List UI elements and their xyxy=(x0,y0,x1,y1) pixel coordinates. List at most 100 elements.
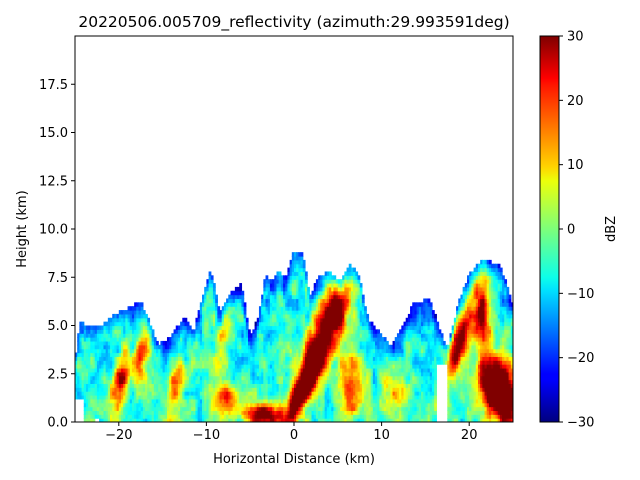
reflectivity-cell xyxy=(296,414,299,419)
reflectivity-cell xyxy=(77,387,80,392)
reflectivity-cell xyxy=(339,348,343,354)
reflectivity-cell xyxy=(92,360,96,365)
reflectivity-cell xyxy=(329,275,332,280)
reflectivity-cell xyxy=(331,371,335,377)
reflectivity-cell xyxy=(219,310,223,315)
reflectivity-cell xyxy=(197,333,201,338)
reflectivity-cell xyxy=(127,364,131,369)
reflectivity-cell xyxy=(396,333,400,338)
reflectivity-cell xyxy=(339,317,343,323)
reflectivity-cell xyxy=(204,333,207,338)
reflectivity-cell xyxy=(245,371,249,377)
reflectivity-cell xyxy=(202,367,205,373)
reflectivity-cell xyxy=(394,398,398,404)
reflectivity-cell xyxy=(311,313,315,319)
reflectivity-cell xyxy=(239,367,243,373)
reflectivity-cell xyxy=(333,371,337,377)
reflectivity-cell xyxy=(145,325,148,330)
reflectivity-cell xyxy=(265,329,269,334)
reflectivity-cell xyxy=(138,325,142,330)
reflectivity-cell xyxy=(368,375,372,381)
reflectivity-cell xyxy=(195,348,199,354)
reflectivity-cell xyxy=(129,333,133,338)
reflectivity-cell xyxy=(138,414,142,419)
reflectivity-cell xyxy=(322,367,326,373)
reflectivity-cell xyxy=(147,414,151,419)
reflectivity-cell xyxy=(294,398,297,404)
reflectivity-cell xyxy=(429,414,433,419)
reflectivity-cell xyxy=(368,367,372,373)
reflectivity-cell xyxy=(232,391,236,396)
reflectivity-cell xyxy=(145,371,148,377)
reflectivity-cell xyxy=(261,352,264,357)
reflectivity-cell xyxy=(243,302,247,307)
reflectivity-cell xyxy=(318,317,321,323)
reflectivity-cell xyxy=(145,394,148,400)
reflectivity-cell xyxy=(131,325,135,330)
reflectivity-cell xyxy=(223,313,227,319)
reflectivity-cell xyxy=(342,340,345,346)
reflectivity-cell xyxy=(250,344,253,350)
reflectivity-cell xyxy=(278,283,282,288)
reflectivity-cell xyxy=(103,414,107,419)
reflectivity-cell xyxy=(283,310,286,315)
reflectivity-cell xyxy=(285,387,289,392)
reflectivity-cell xyxy=(90,387,94,392)
reflectivity-cell xyxy=(199,418,203,422)
reflectivity-cell xyxy=(191,340,194,346)
reflectivity-cell xyxy=(322,375,326,381)
reflectivity-cell xyxy=(296,306,299,311)
reflectivity-cell xyxy=(101,391,105,396)
reflectivity-cell xyxy=(302,329,306,334)
reflectivity-cell xyxy=(283,329,286,334)
reflectivity-cell xyxy=(357,391,361,396)
reflectivity-cell xyxy=(228,394,232,400)
reflectivity-cell xyxy=(377,333,381,338)
reflectivity-cell xyxy=(333,286,337,292)
reflectivity-cell xyxy=(123,340,126,346)
reflectivity-cell xyxy=(355,294,359,300)
reflectivity-cell xyxy=(173,340,177,346)
reflectivity-cell xyxy=(353,286,356,292)
reflectivity-cell xyxy=(434,414,437,419)
reflectivity-cell xyxy=(298,337,302,342)
reflectivity-cell xyxy=(219,398,223,404)
reflectivity-cell xyxy=(357,302,361,307)
reflectivity-cell xyxy=(243,387,247,392)
reflectivity-cell xyxy=(134,402,137,408)
reflectivity-cell xyxy=(153,394,157,400)
reflectivity-cell xyxy=(315,356,319,361)
reflectivity-cell xyxy=(344,344,348,350)
reflectivity-cell xyxy=(390,371,394,377)
reflectivity-cell xyxy=(353,283,356,288)
reflectivity-cell xyxy=(110,340,113,346)
reflectivity-cell xyxy=(245,352,249,357)
reflectivity-cell xyxy=(350,402,354,408)
reflectivity-cell xyxy=(171,383,175,388)
reflectivity-cell xyxy=(226,313,229,319)
reflectivity-cell xyxy=(263,375,267,381)
reflectivity-cell xyxy=(136,321,140,327)
reflectivity-cell xyxy=(237,302,240,307)
reflectivity-cell xyxy=(219,325,223,330)
reflectivity-cell xyxy=(283,340,286,346)
reflectivity-cell xyxy=(407,356,411,361)
reflectivity-cell xyxy=(114,313,118,319)
reflectivity-cell xyxy=(171,406,175,412)
reflectivity-cell xyxy=(123,321,126,327)
reflectivity-cell xyxy=(127,313,131,319)
reflectivity-cell xyxy=(335,360,339,365)
reflectivity-cell xyxy=(149,391,153,396)
reflectivity-cell xyxy=(234,406,238,412)
reflectivity-cell xyxy=(228,340,232,346)
reflectivity-cell xyxy=(125,337,129,342)
reflectivity-cell xyxy=(361,398,365,404)
reflectivity-cell xyxy=(230,394,234,400)
reflectivity-cell xyxy=(311,364,315,369)
reflectivity-cell xyxy=(237,294,240,300)
reflectivity-cell xyxy=(331,375,335,381)
reflectivity-cell xyxy=(300,317,304,323)
reflectivity-cell xyxy=(396,360,400,365)
reflectivity-cell xyxy=(320,387,324,392)
reflectivity-cell xyxy=(342,294,345,300)
